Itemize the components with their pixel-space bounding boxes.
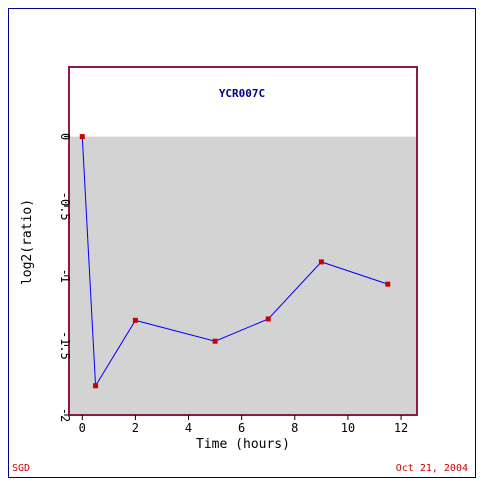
y-tick-label: -1: [58, 269, 72, 283]
x-axis-ticks: 0 2 4 6 8 10 12: [79, 415, 408, 435]
series-group: [79, 134, 391, 389]
data-point: [385, 281, 391, 287]
data-point: [212, 338, 218, 344]
x-tick-label: 8: [291, 421, 298, 435]
data-point: [132, 317, 138, 323]
y-axis-label: log2(ratio): [20, 199, 35, 285]
y-tick-label: -2: [58, 408, 72, 422]
data-point: [79, 134, 85, 140]
y-tick-label: -1.5: [58, 331, 72, 360]
data-point: [265, 316, 271, 322]
chart-title: YCR007C: [219, 87, 265, 100]
x-tick-label: 4: [185, 421, 192, 435]
shaded-region: [69, 136, 417, 415]
plot-area-border: [68, 66, 418, 416]
x-tick-label: 0: [79, 421, 86, 435]
x-tick-label: 12: [394, 421, 408, 435]
data-point: [318, 259, 324, 265]
y-tick-label: -0.5: [58, 192, 72, 221]
x-axis-label: Time (hours): [196, 437, 290, 452]
data-point: [93, 383, 99, 389]
x-tick-label: 6: [238, 421, 245, 435]
footer-date: Oct 21, 2004: [396, 463, 468, 474]
footer-source: SGD: [12, 463, 30, 474]
y-tick-label: 0: [58, 133, 72, 140]
x-tick-label: 10: [341, 421, 355, 435]
y-axis-ticks: 0 -0.5 -1 -1.5 -2: [58, 133, 72, 422]
x-tick-label: 2: [132, 421, 139, 435]
